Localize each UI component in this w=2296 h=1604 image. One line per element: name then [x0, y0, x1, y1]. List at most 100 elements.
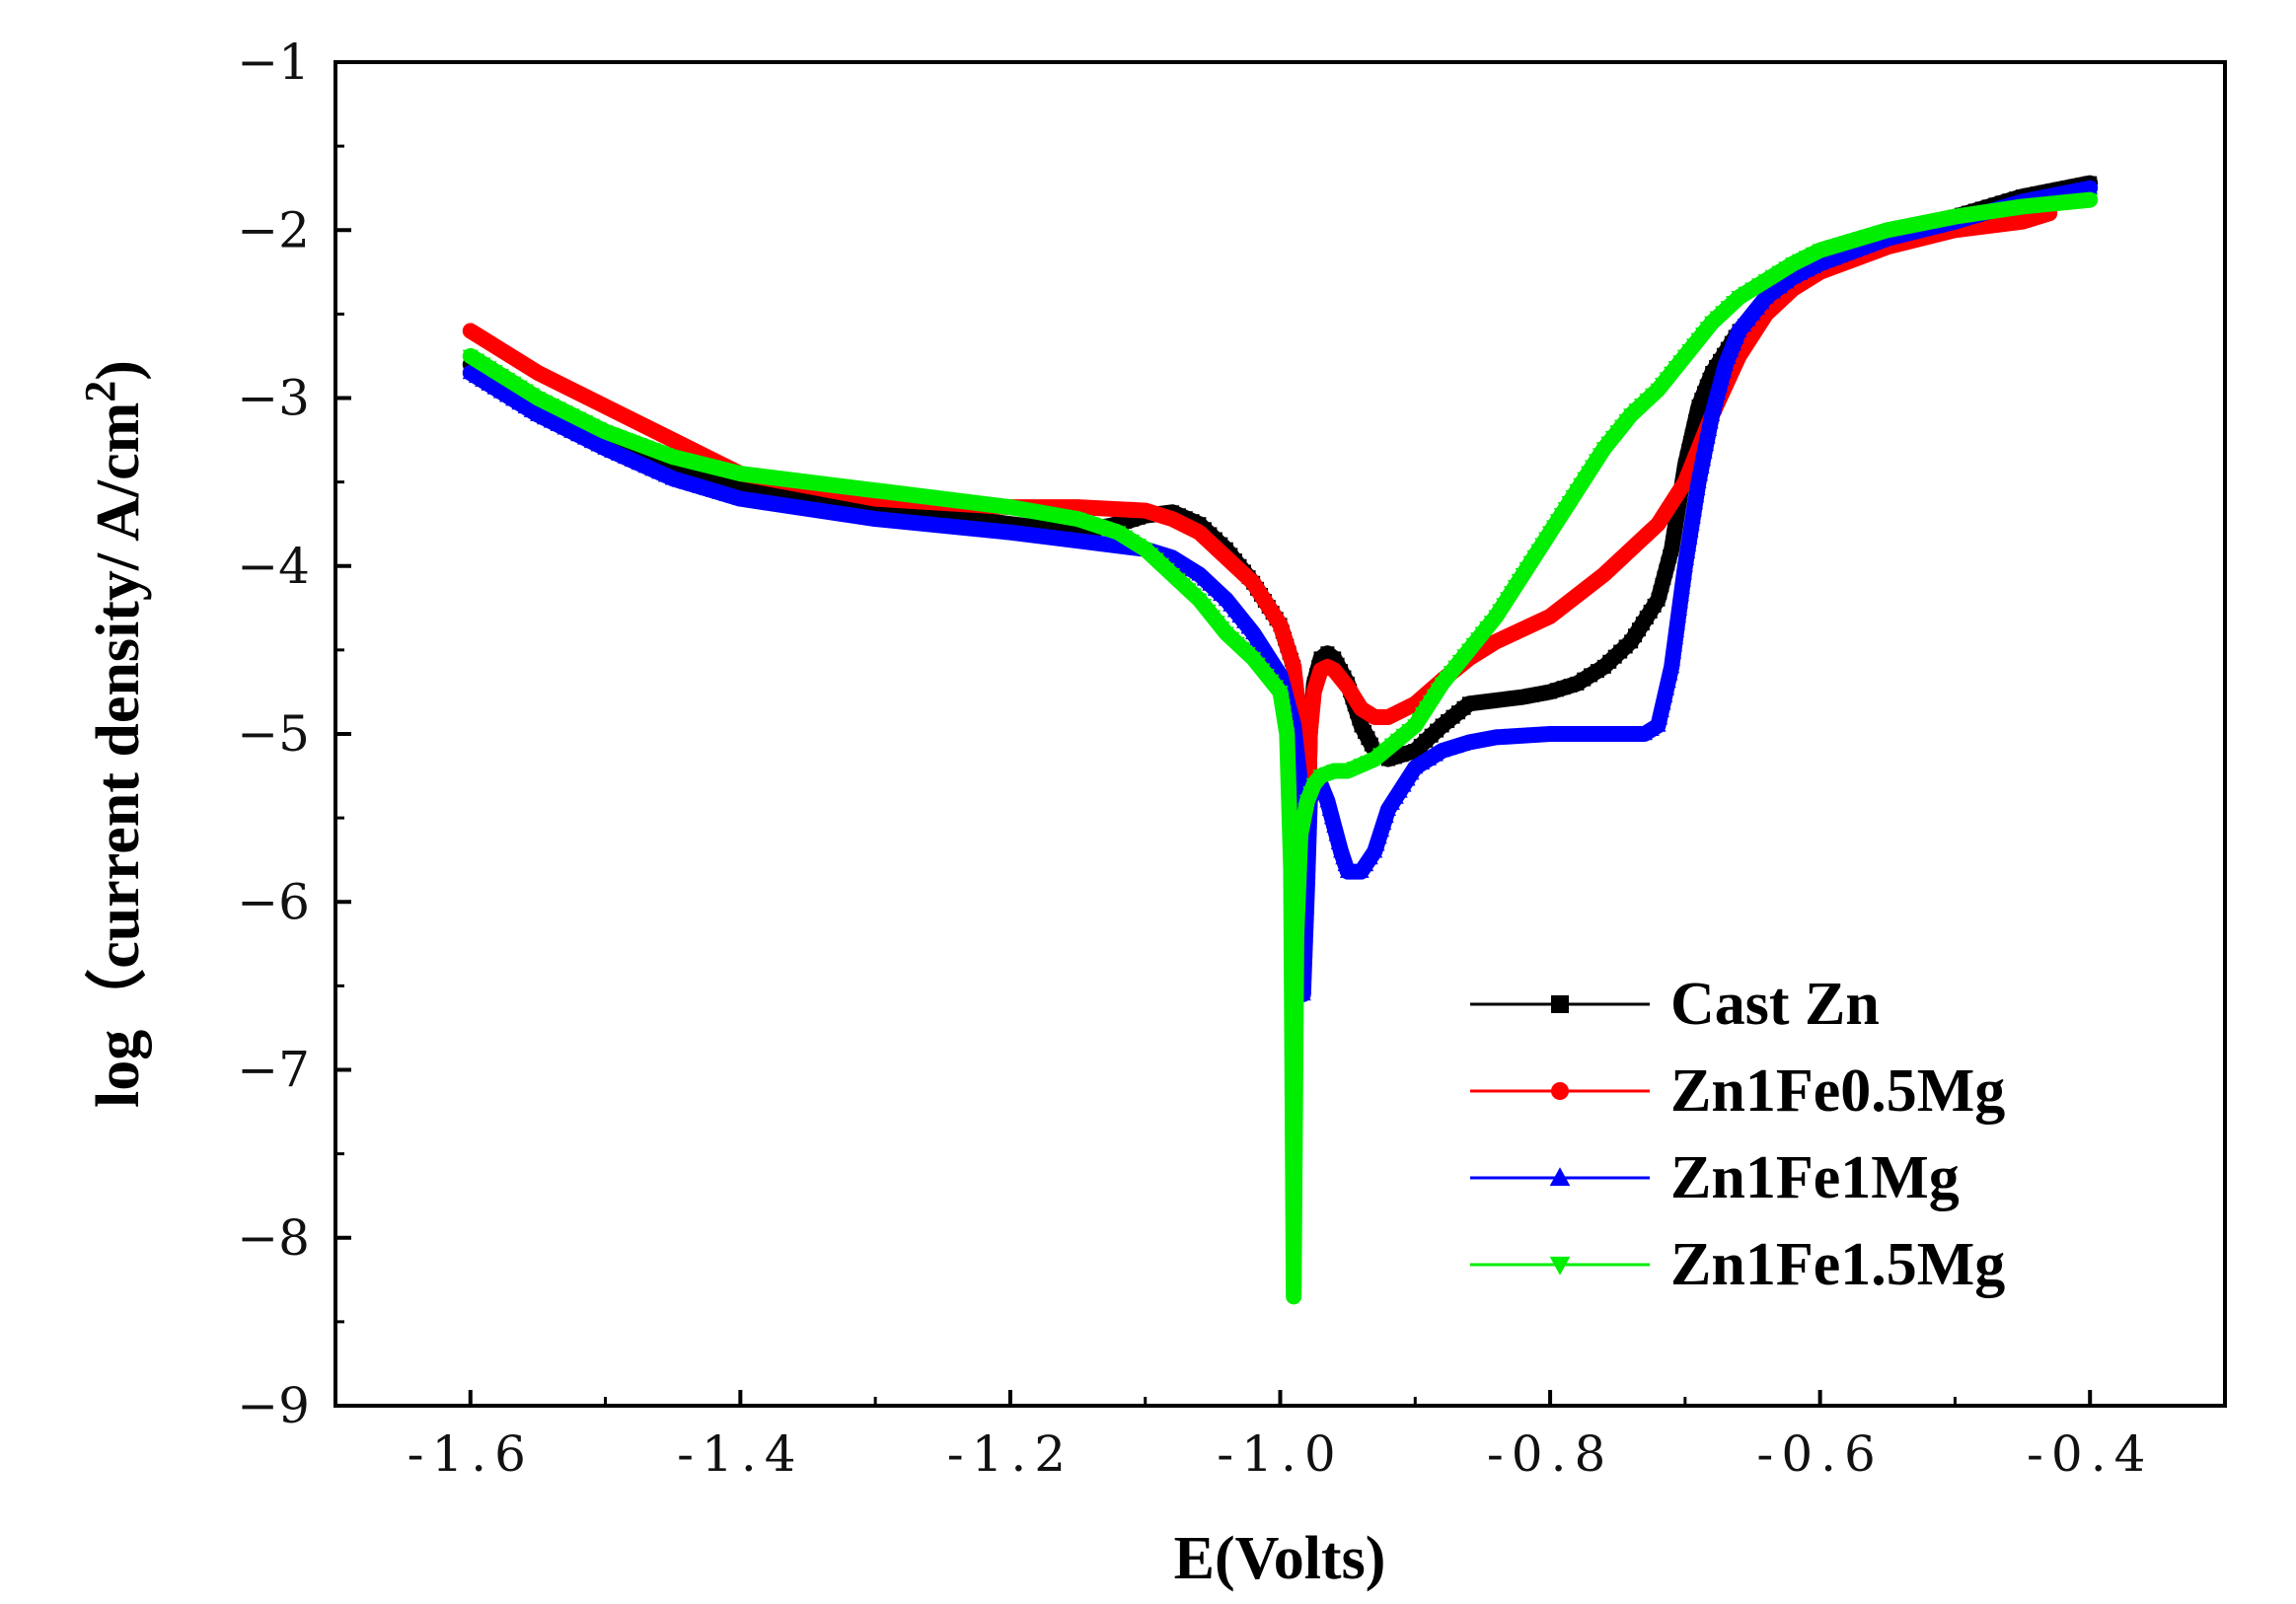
data-point — [486, 365, 503, 380]
x-tick-label: -1.6 — [407, 1425, 534, 1483]
series-line-zn1fe1-5mg — [462, 191, 2099, 1305]
data-point — [1699, 428, 1716, 444]
data-point — [1658, 680, 1675, 695]
data-point — [1764, 283, 1781, 299]
data-point — [1339, 863, 1356, 878]
data-point — [462, 349, 479, 365]
legend-label: Cast Zn — [1670, 971, 1880, 1038]
y-tick-label: −3 — [237, 370, 310, 427]
legend-label: Zn1Fe0.5Mg — [1670, 1057, 2005, 1125]
data-point — [1420, 751, 1438, 766]
data-point — [1660, 673, 1676, 689]
data-point — [1288, 929, 1304, 944]
data-point — [1695, 451, 1712, 467]
data-point — [1292, 842, 1308, 858]
x-tick-label: -1.0 — [1217, 1425, 1343, 1483]
data-point — [505, 376, 522, 392]
data-point — [1297, 803, 1314, 819]
data-point — [1305, 777, 1322, 793]
legend-marker — [1551, 995, 1569, 1013]
data-point — [1289, 914, 1305, 930]
series-thin-line-zn1fe0-5mg — [469, 211, 2050, 936]
y-axis-title: log（current density/ A/cm2) — [76, 360, 152, 1108]
y-tick-label: −7 — [237, 1042, 310, 1099]
data-point — [1294, 820, 1310, 836]
series-line-zn1fe1mg — [462, 180, 2099, 1002]
x-tick-label: -1.4 — [677, 1425, 803, 1483]
series-cast-zn — [462, 175, 2099, 952]
y-tick-label: −1 — [237, 34, 310, 91]
data-point — [1290, 900, 1306, 915]
y-tick-label: −8 — [237, 1209, 310, 1267]
data-point — [1330, 835, 1347, 849]
series-thin-line-cast-zn — [469, 182, 2091, 944]
series-layer — [462, 175, 2099, 1305]
data-point — [1291, 857, 1307, 872]
legend-item: Zn1Fe0.5Mg — [1470, 1057, 2005, 1125]
data-point — [2082, 193, 2099, 209]
x-axis-title: E(Volts) — [1174, 1525, 1386, 1592]
legend-item: Cast Zn — [1470, 971, 1880, 1038]
legend-marker — [1549, 1167, 1571, 1187]
data-point — [1690, 474, 1707, 488]
y-axis-title-close: ) — [85, 360, 152, 381]
data-point — [475, 357, 491, 373]
data-point — [1326, 765, 1343, 779]
data-point — [1643, 721, 1660, 737]
data-point — [1296, 811, 1312, 827]
data-point — [1771, 278, 1788, 294]
data-point — [1290, 886, 1306, 901]
data-point — [1289, 908, 1305, 922]
data-point — [1326, 818, 1343, 833]
data-point — [1117, 530, 1134, 546]
data-point — [1292, 849, 1308, 865]
data-point — [1290, 893, 1306, 909]
data-point — [1657, 688, 1673, 702]
data-point — [1701, 421, 1718, 436]
data-point — [1696, 443, 1713, 459]
data-point — [1291, 864, 1307, 880]
data-point — [1757, 288, 1774, 304]
data-point — [1123, 534, 1141, 549]
y-tick-label: −6 — [237, 873, 310, 930]
data-point — [511, 380, 528, 396]
series-zn1fe1mg — [462, 180, 2099, 1002]
data-point — [1662, 665, 1678, 681]
data-point — [1292, 836, 1308, 850]
legend-label: Zn1Fe1Mg — [1670, 1144, 1960, 1211]
data-point — [1655, 694, 1671, 710]
y-tick-label: −2 — [237, 201, 310, 258]
data-point — [1698, 436, 1715, 452]
data-point — [1110, 526, 1127, 542]
series-zn1fe1-5mg — [462, 191, 2099, 1305]
data-point — [1414, 755, 1431, 770]
y-tick-label: −9 — [237, 1377, 310, 1434]
y-tick-label: −4 — [237, 538, 310, 595]
x-tick-label: -0.8 — [1487, 1425, 1613, 1483]
data-point — [1292, 828, 1309, 843]
data-point — [1407, 759, 1424, 774]
series-line-zn1fe0-5mg — [462, 205, 2058, 944]
data-point — [1321, 801, 1338, 816]
data-point — [1290, 878, 1307, 894]
legend-label: Zn1Fe1.5Mg — [1670, 1231, 2005, 1298]
y-axis-title-group: log（current density/ A/cm2) — [76, 360, 152, 1108]
data-point — [517, 384, 534, 400]
data-point — [1652, 709, 1668, 725]
legend-marker — [1551, 1082, 1569, 1100]
series-line-cast-zn — [462, 175, 2099, 952]
data-point — [468, 353, 485, 369]
data-point — [481, 361, 497, 376]
y-axis-ticks: −9 −8 −7 −6 −5 −4 −3 −2 −1 — [237, 34, 351, 1434]
data-point — [1368, 709, 1382, 724]
data-point — [1291, 871, 1307, 887]
data-point — [1650, 717, 1666, 732]
data-point — [1319, 792, 1336, 808]
data-point — [2082, 180, 2099, 194]
x-tick-label: -1.2 — [947, 1425, 1074, 1483]
data-point — [1636, 725, 1653, 741]
data-point — [1289, 921, 1305, 937]
data-point — [1702, 413, 1719, 429]
data-point — [1778, 273, 1795, 289]
data-point — [492, 368, 509, 384]
